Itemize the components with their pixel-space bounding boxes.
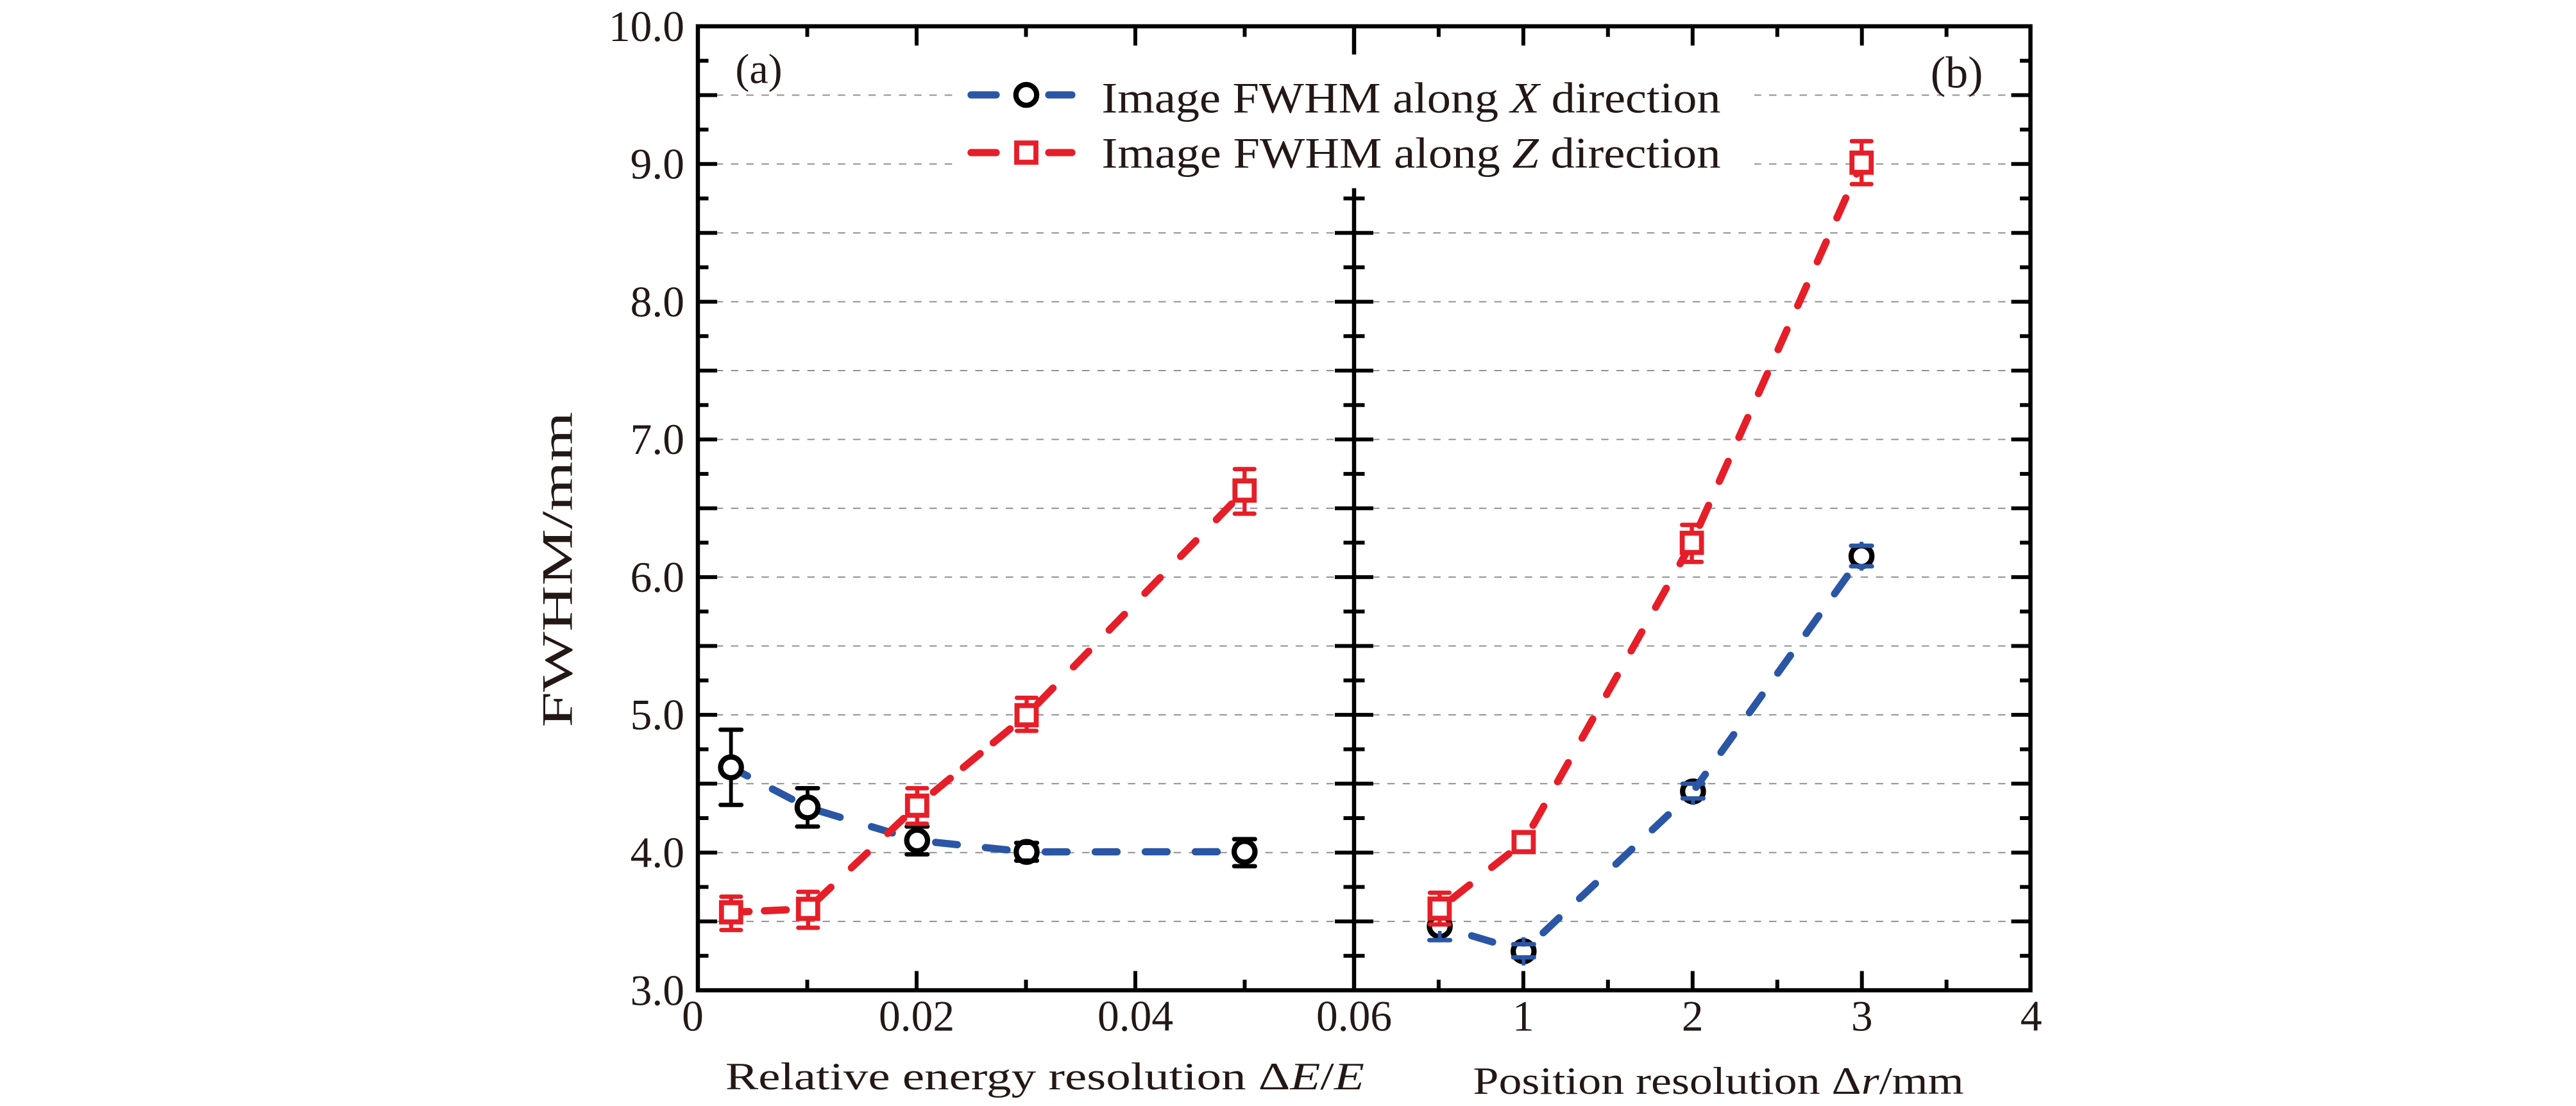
svg-text:3: 3	[1851, 993, 1873, 1041]
svg-text:FWHM/mm: FWHM/mm	[533, 412, 582, 727]
svg-text:2: 2	[1682, 993, 1704, 1041]
svg-text:Relative energy resolution ΔE/: Relative energy resolution Δ E/E	[725, 1055, 1364, 1098]
svg-text:8.0: 8.0	[631, 278, 684, 326]
svg-text:(b): (b)	[1931, 49, 1983, 98]
svg-text:1: 1	[1513, 993, 1534, 1041]
svg-text:5.0: 5.0	[631, 691, 684, 739]
svg-text:4: 4	[2021, 993, 2042, 1041]
svg-text:0.06: 0.06	[1316, 993, 1392, 1041]
svg-text:9.0: 9.0	[631, 140, 684, 189]
svg-text:0.04: 0.04	[1097, 993, 1173, 1041]
svg-text:10.0: 10.0	[609, 3, 684, 51]
svg-text:0.02: 0.02	[879, 993, 954, 1041]
svg-text:Image FWHM along Z direction: Image FWHM along Z direction	[1102, 129, 1721, 178]
svg-text:Image FWHM along X direction: Image FWHM along X direction	[1102, 74, 1721, 122]
svg-text:7.0: 7.0	[631, 415, 684, 464]
svg-text:6.0: 6.0	[631, 553, 684, 601]
svg-text:Position resolution Δr/mm: Position resolution Δr/mm	[1473, 1060, 1964, 1102]
svg-text:4.0: 4.0	[631, 829, 684, 877]
svg-text:3.0: 3.0	[631, 966, 684, 1014]
svg-text:0: 0	[682, 993, 704, 1041]
svg-text:(a): (a)	[735, 46, 782, 92]
